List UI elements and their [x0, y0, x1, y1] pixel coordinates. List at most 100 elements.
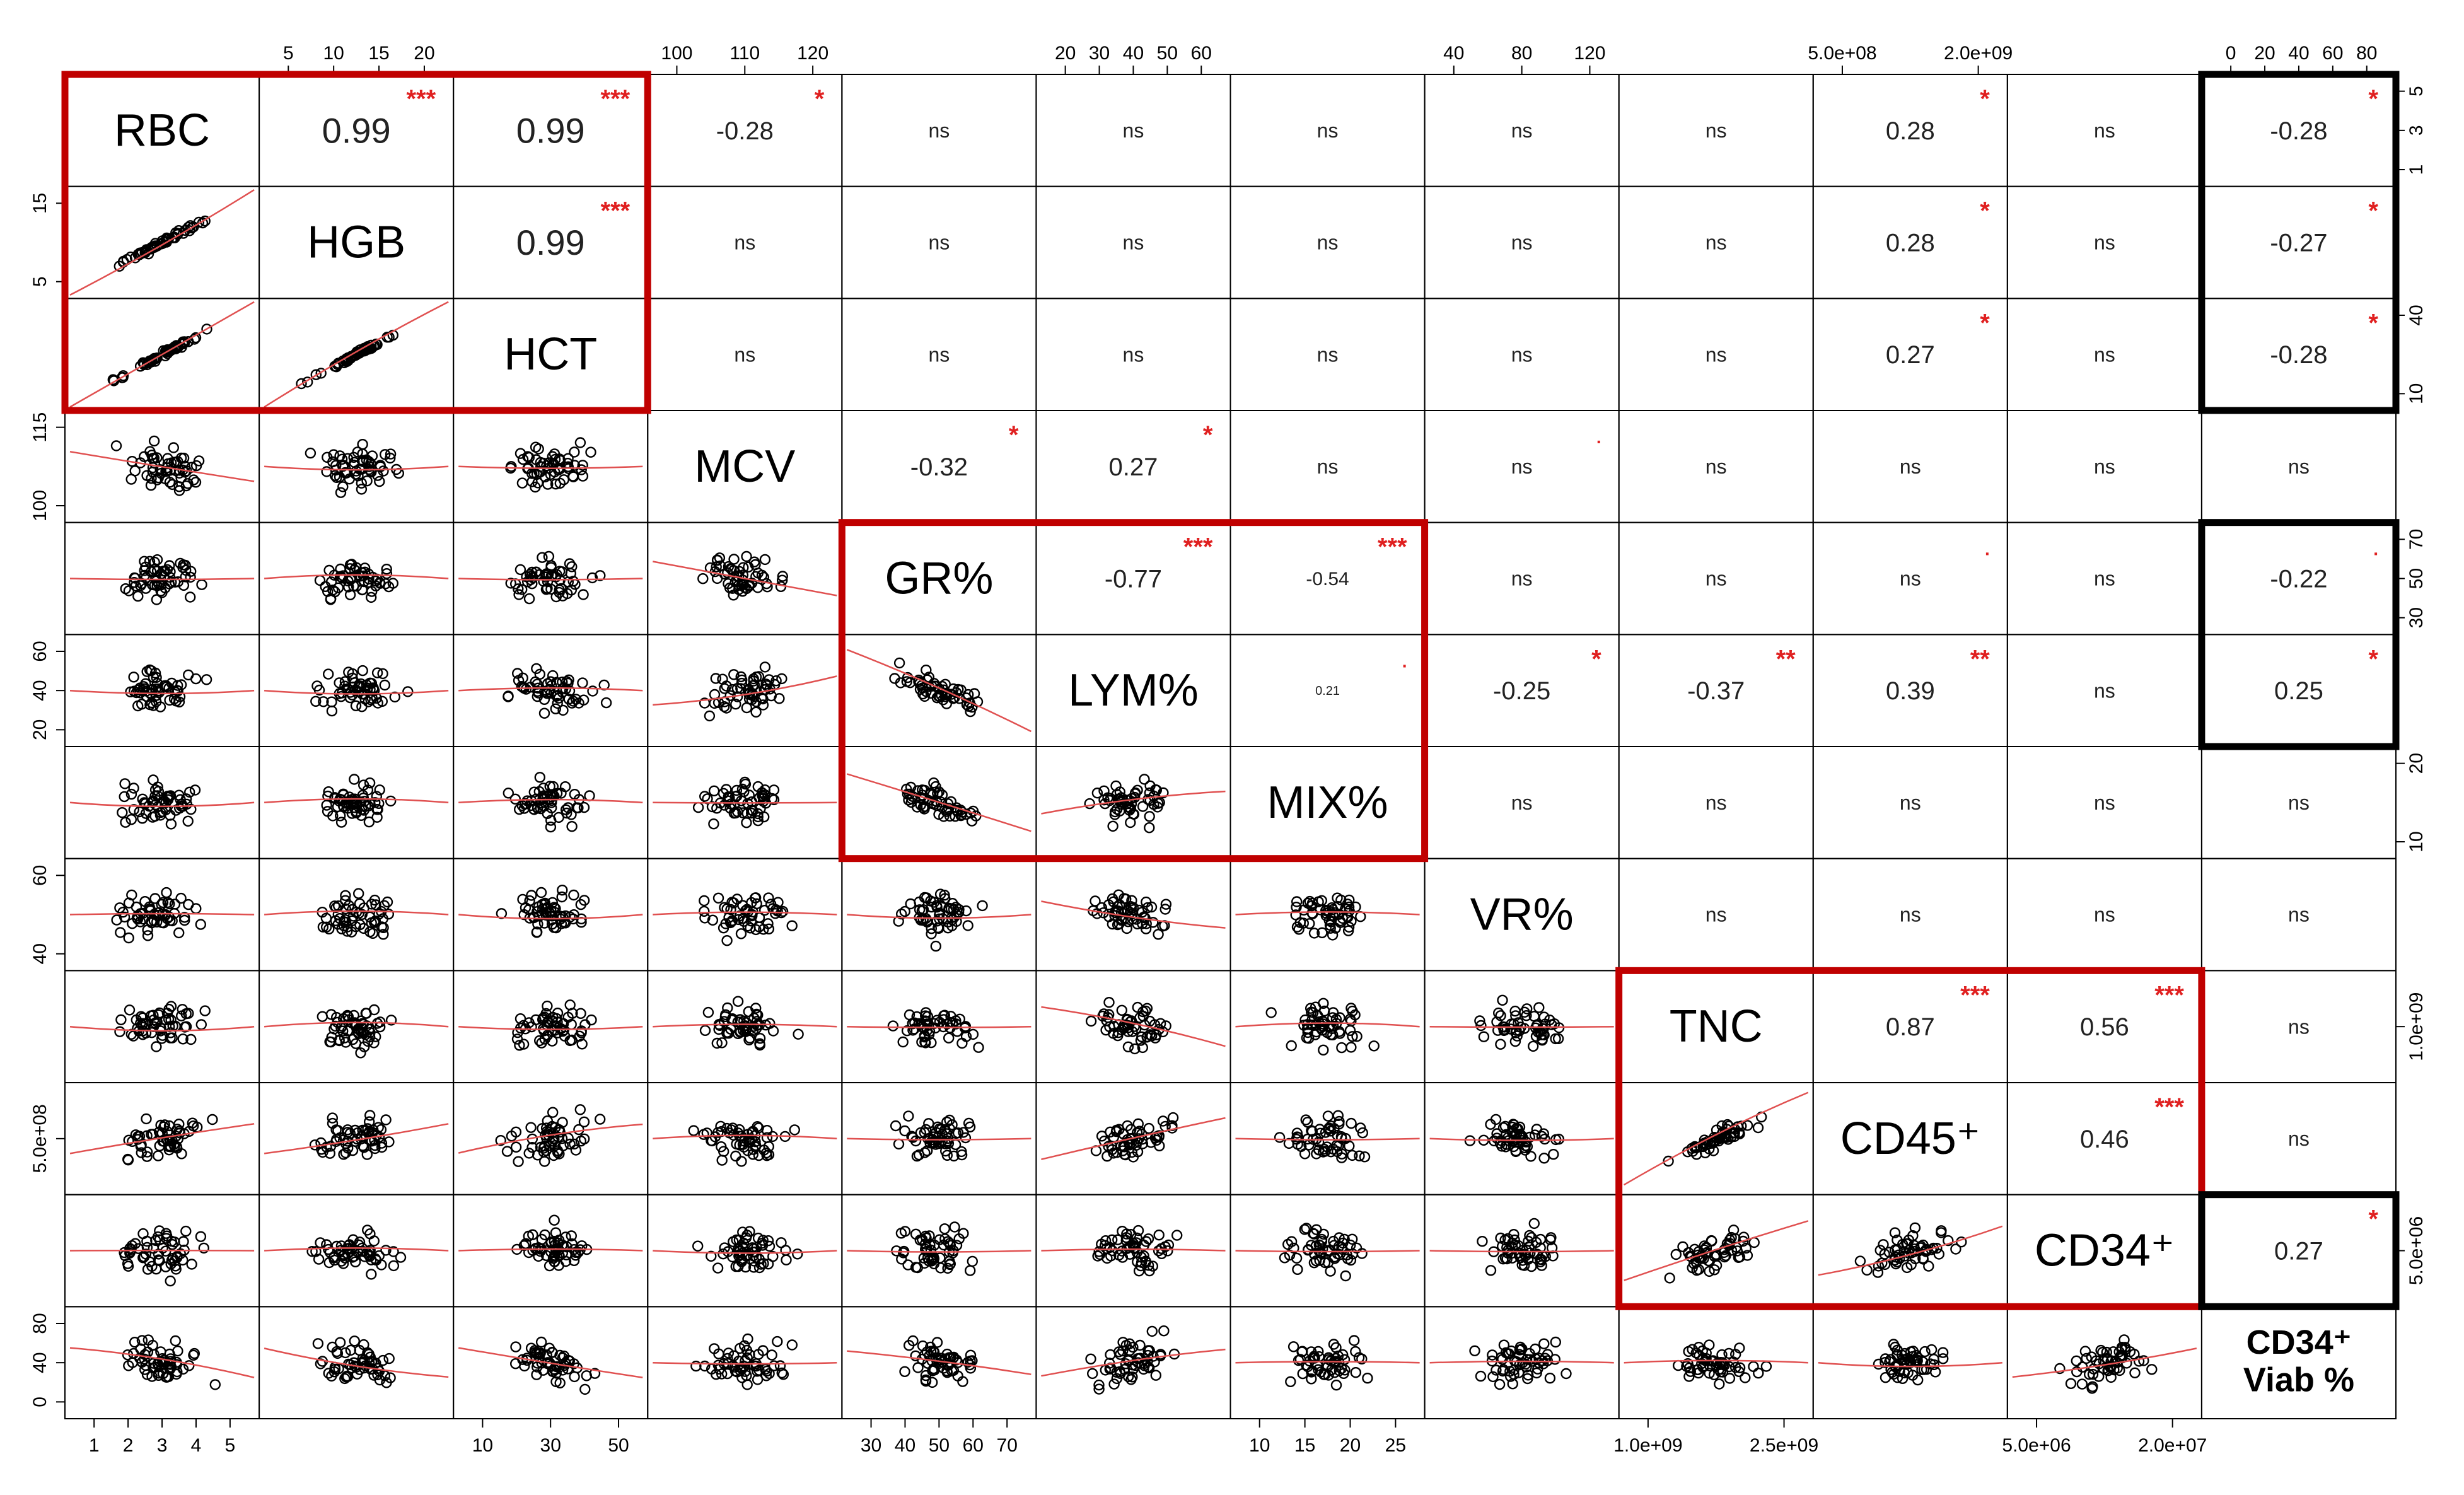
data-point — [761, 1132, 773, 1143]
data-point — [373, 909, 385, 920]
data-point — [545, 676, 556, 687]
data-point — [1344, 905, 1355, 917]
data-point — [1537, 1033, 1548, 1045]
data-point — [698, 1129, 709, 1140]
correlation-value: ns — [1511, 455, 1533, 478]
data-point — [129, 577, 140, 588]
data-point — [738, 1340, 750, 1351]
data-point — [1510, 1027, 1521, 1038]
data-point — [323, 923, 335, 935]
significance-stars: *** — [601, 85, 631, 113]
data-point — [361, 1149, 373, 1160]
data-point — [1151, 1029, 1162, 1041]
data-point — [549, 1214, 560, 1226]
data-point — [531, 663, 542, 675]
data-point — [1304, 895, 1316, 907]
tick-label: 70 — [997, 1435, 1018, 1456]
data-point — [510, 1126, 522, 1138]
data-point — [147, 811, 158, 823]
data-point — [1550, 1336, 1562, 1348]
data-point — [1316, 927, 1328, 939]
correlation-value: ns — [928, 119, 950, 142]
scatter-panel — [1429, 1218, 1614, 1276]
data-point — [710, 673, 722, 684]
data-point — [531, 566, 542, 578]
data-point — [370, 899, 381, 910]
data-point — [792, 1248, 803, 1260]
variable-label: HCT — [504, 329, 597, 380]
data-point — [1302, 1244, 1314, 1256]
data-point — [332, 582, 344, 593]
data-point — [934, 888, 946, 900]
data-point — [1092, 1250, 1103, 1262]
significance-stars: *** — [1960, 981, 1990, 1009]
data-point — [741, 702, 753, 714]
data-point — [537, 1364, 549, 1376]
data-point — [137, 793, 148, 805]
data-point — [377, 1354, 389, 1366]
data-point — [381, 1377, 392, 1388]
data-point — [1509, 1240, 1521, 1251]
data-point — [746, 796, 758, 808]
data-point — [326, 705, 338, 717]
data-point — [1143, 1362, 1155, 1374]
smoothing-line — [1041, 1117, 1226, 1160]
data-point — [1348, 1335, 1360, 1346]
data-point — [702, 1006, 714, 1018]
correlation-value: ns — [1317, 455, 1339, 478]
data-point — [933, 1136, 945, 1148]
data-point — [742, 1333, 753, 1345]
scatter-panel — [458, 772, 643, 833]
data-point — [363, 1126, 375, 1137]
tick-label: 40 — [895, 1435, 915, 1456]
data-point — [715, 1120, 726, 1132]
data-point — [577, 677, 588, 689]
data-point — [777, 1369, 789, 1380]
data-point — [2093, 1371, 2105, 1382]
data-point — [374, 1374, 386, 1386]
correlation-value: ns — [2094, 679, 2115, 702]
data-point — [903, 1110, 914, 1122]
data-point — [758, 1144, 770, 1156]
data-point — [760, 678, 772, 690]
data-point — [1510, 1145, 1522, 1157]
correlation-value: -0.77 — [1105, 566, 1162, 593]
data-point — [1553, 1133, 1565, 1145]
data-point — [748, 675, 759, 687]
data-point — [711, 561, 722, 573]
data-point — [1892, 1234, 1903, 1246]
tick-label: 60 — [30, 641, 50, 661]
data-point — [1878, 1239, 1889, 1250]
data-point — [1286, 1040, 1297, 1052]
scatter-panel — [846, 649, 1032, 733]
scatter-panel — [458, 999, 643, 1051]
data-point — [578, 589, 589, 600]
tick-label: 20 — [2254, 43, 2275, 64]
data-point — [376, 921, 387, 933]
data-point — [302, 376, 313, 388]
data-point — [188, 474, 199, 486]
data-point — [901, 1025, 913, 1037]
data-point — [1538, 1029, 1549, 1040]
tick-label: 2.0e+09 — [1944, 43, 2013, 64]
variable-label: CD34⁺ Viab % — [2243, 1323, 2354, 1399]
tick-label: 2 — [123, 1435, 134, 1456]
data-point — [1109, 806, 1121, 818]
data-point — [1729, 1349, 1741, 1360]
data-point — [1137, 1042, 1149, 1054]
data-point — [124, 1004, 136, 1016]
scatter-panel — [653, 661, 837, 722]
data-point — [1950, 1243, 1961, 1255]
data-point — [920, 1037, 931, 1049]
smoothing-line — [653, 911, 837, 916]
data-point — [921, 915, 933, 926]
data-point — [568, 1255, 580, 1267]
data-point — [128, 782, 139, 794]
data-point — [549, 1020, 560, 1032]
data-point — [1344, 1025, 1356, 1037]
data-point — [325, 576, 337, 588]
data-point — [175, 892, 187, 904]
scatter-panel — [653, 996, 837, 1051]
tick-label: 30 — [861, 1435, 881, 1456]
data-point — [579, 1133, 590, 1145]
